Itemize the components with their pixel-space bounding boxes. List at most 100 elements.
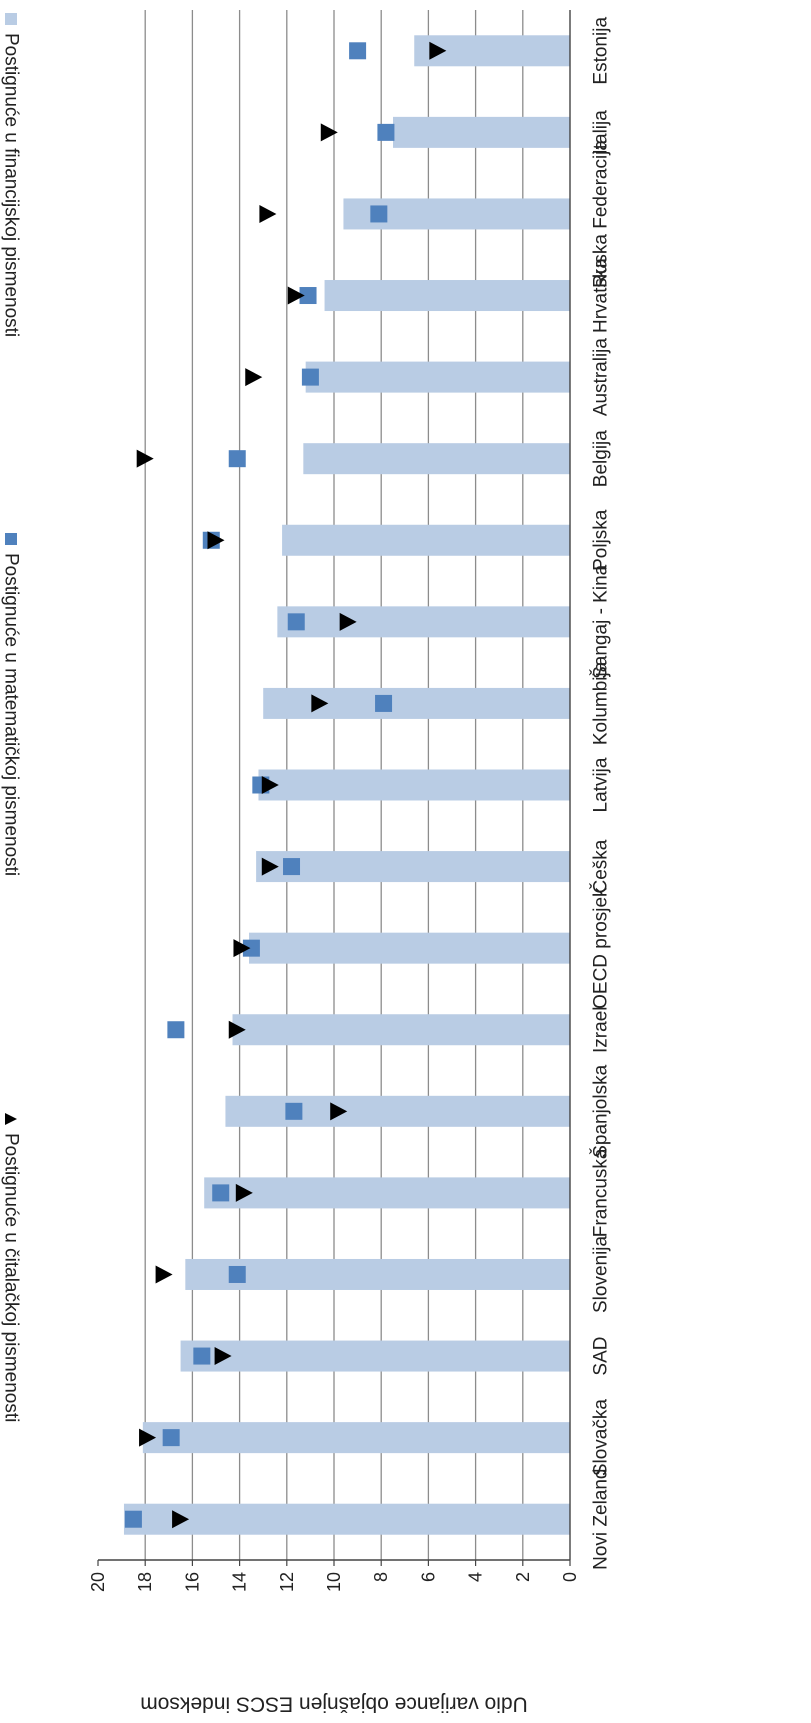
tick-label: 18 <box>135 1572 155 1592</box>
category-label: Slovenija <box>591 1235 612 1313</box>
marker-reading <box>339 612 357 631</box>
category-label: OECD prosjek <box>591 887 612 1009</box>
category-label: Izrael <box>591 1007 612 1053</box>
bar-financial <box>180 1340 570 1372</box>
marker-reading <box>259 204 277 223</box>
bar-financial <box>225 1095 570 1127</box>
tick-label: 4 <box>466 1572 486 1582</box>
marker-reading <box>214 1347 232 1366</box>
bar-financial <box>303 443 570 475</box>
markers-reading <box>136 41 447 1529</box>
tick-label: 12 <box>277 1572 297 1592</box>
legend-item: Postignuće u financijskoj pismenosti <box>1 13 22 337</box>
category-label: Italija <box>591 110 612 155</box>
category-label: Hrvatska <box>591 258 612 333</box>
category-label: Australija <box>591 338 612 417</box>
tick-label: 2 <box>513 1572 533 1582</box>
marker-reading <box>139 1428 157 1447</box>
category-label: Kolumbija <box>591 661 612 745</box>
legend-item: Postignuće u čitalačkoj pismenosti <box>1 1113 22 1422</box>
marker-math <box>162 1429 180 1447</box>
legend-label: Postignuće u čitalačkoj pismenosti <box>1 1133 22 1422</box>
category-label: Češka <box>590 839 612 893</box>
bar-financial <box>142 1422 570 1454</box>
category-label: Šangaj - Kina <box>590 564 612 679</box>
legend-item: Postignuće u matematičkoj pismenosti <box>1 533 22 876</box>
marker-reading <box>233 939 251 958</box>
category-label: Ruska Federacija <box>591 140 612 288</box>
bar-financial <box>324 280 570 312</box>
tick-label: 6 <box>418 1572 438 1582</box>
marker-reading <box>287 286 305 305</box>
category-label: Belgija <box>591 430 612 487</box>
legend-label: Postignuće u matematičkoj pismenosti <box>1 553 22 876</box>
marker-math <box>167 1021 185 1039</box>
marker-math <box>349 42 367 60</box>
marker-reading <box>320 123 338 142</box>
tick-label: 16 <box>182 1572 202 1592</box>
bar-financial <box>185 1258 570 1290</box>
bar-financial <box>305 361 570 393</box>
marker-math <box>193 1347 211 1365</box>
bars-financial <box>123 35 570 1535</box>
category-label: Novi Zeland <box>591 1469 612 1570</box>
marker-math <box>228 1265 246 1283</box>
legend: Postignuće u financijskoj pismenosti Post… <box>1 13 22 1422</box>
marker-math <box>370 205 388 223</box>
marker-reading <box>235 1183 253 1202</box>
bar-financial <box>258 769 570 801</box>
legend-swatch <box>5 1113 17 1125</box>
marker-math <box>299 287 317 305</box>
marker-reading <box>155 1265 173 1284</box>
tick-label: 8 <box>371 1572 391 1582</box>
marker-reading <box>245 368 263 387</box>
tick-label: 14 <box>230 1572 250 1592</box>
tick-label: 0 <box>560 1572 580 1582</box>
tick-label: 10 <box>324 1572 344 1592</box>
category-label: Francuska <box>591 1148 612 1237</box>
marker-reading <box>261 776 279 794</box>
bar-financial <box>263 687 570 719</box>
bar-financial <box>232 1014 570 1046</box>
marker-math <box>301 368 319 386</box>
value-tick-labels: 0 2 4 6 8 10 12 14 16 18 20 <box>88 1560 580 1592</box>
category-label: SAD <box>591 1337 612 1376</box>
marker-math <box>212 1184 230 1202</box>
marker-reading <box>172 1510 190 1529</box>
marker-math <box>375 694 393 712</box>
legend-label: Postignuće u financijskoj pismenosti <box>1 33 22 337</box>
marker-reading <box>207 531 225 550</box>
marker-reading <box>330 1102 348 1121</box>
axis-title: Udio varijance objašnjen ESCS indeksom <box>140 1693 528 1716</box>
legend-swatch <box>5 533 17 545</box>
marker-math <box>285 1102 303 1120</box>
bar-financial <box>123 1503 570 1535</box>
category-label: Slovačka <box>591 1399 612 1477</box>
marker-reading <box>311 694 329 713</box>
marker-reading <box>261 857 279 876</box>
bar-financial <box>277 606 570 638</box>
legend-swatch <box>5 13 17 25</box>
bar-financial <box>249 932 570 964</box>
marker-math <box>377 123 395 141</box>
bar-financial <box>393 116 570 148</box>
marker-math <box>283 858 301 876</box>
category-label: Španjolska <box>590 1064 612 1157</box>
marker-reading <box>136 449 154 468</box>
bar-financial <box>282 524 570 556</box>
marker-reading <box>228 1020 246 1039</box>
marker-reading <box>429 41 447 60</box>
category-label: Latvija <box>591 757 612 812</box>
tick-label: 20 <box>88 1572 108 1592</box>
bar-financial <box>204 1177 570 1209</box>
bar-financial <box>256 851 570 883</box>
marker-math <box>124 1510 142 1528</box>
category-label: Estonija <box>591 17 612 85</box>
marker-math <box>242 939 260 957</box>
category-label: Poljska <box>591 509 612 571</box>
marker-math <box>287 613 305 631</box>
marker-math <box>228 450 246 468</box>
